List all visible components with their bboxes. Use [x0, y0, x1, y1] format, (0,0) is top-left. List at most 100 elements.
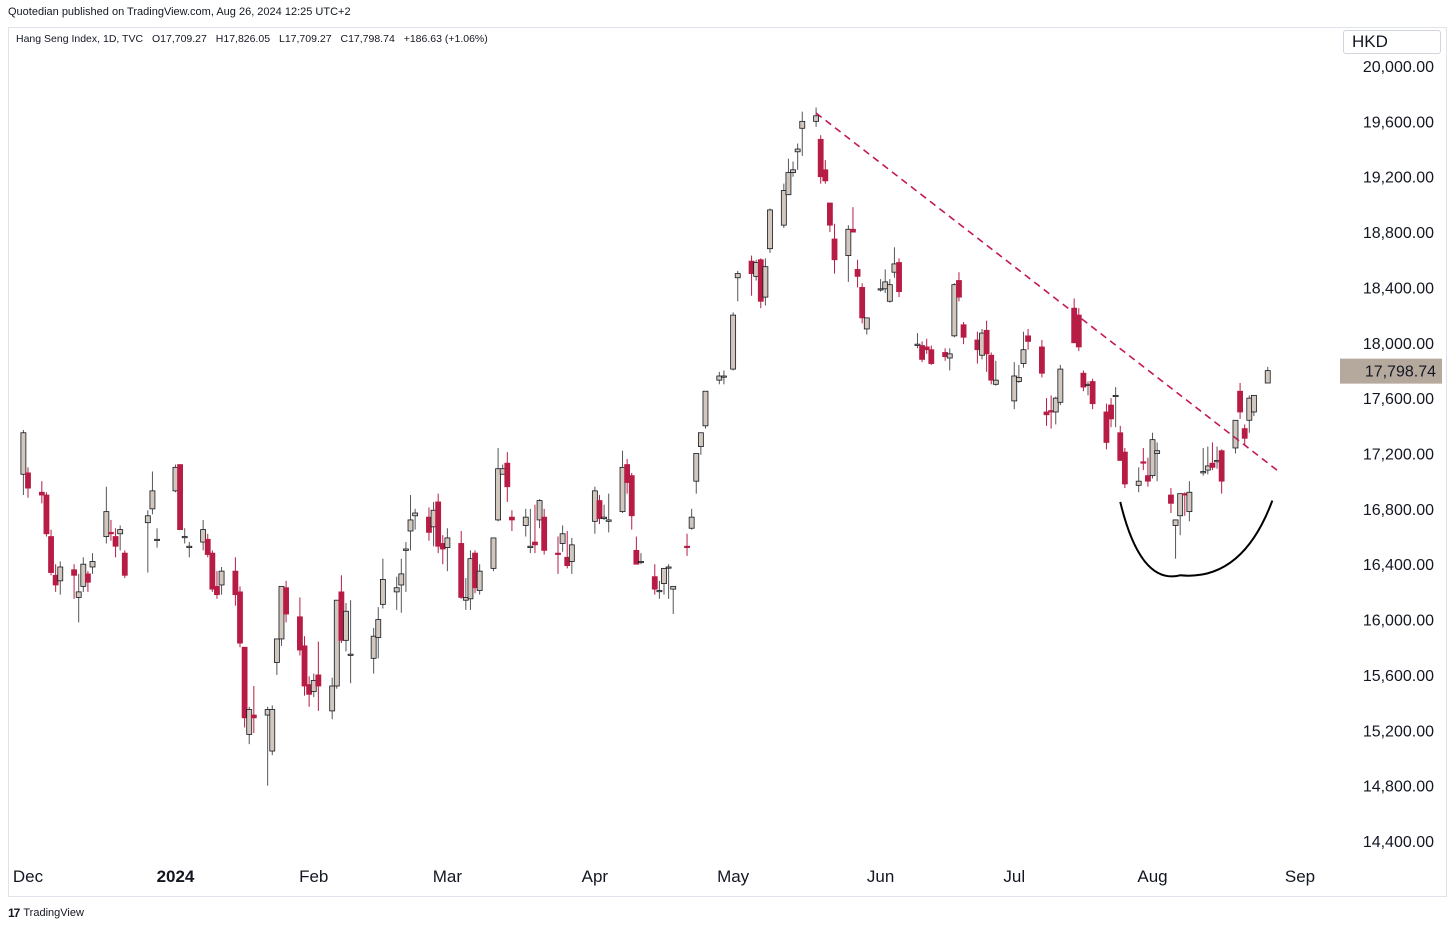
candle-body — [458, 543, 465, 598]
candle-body — [149, 490, 156, 510]
candle-body — [112, 536, 119, 547]
candle-body — [1232, 419, 1239, 449]
candle-body — [721, 375, 727, 378]
candle-body — [532, 541, 538, 546]
candle-body — [343, 610, 349, 641]
candle-body — [822, 169, 829, 182]
candle-body — [1200, 471, 1207, 474]
y-tick-label: 19,600.00 — [1363, 114, 1434, 131]
candle-body — [509, 516, 515, 521]
x-tick-label: Sep — [1285, 867, 1315, 886]
candle-body — [1241, 428, 1248, 439]
candle-body — [1080, 372, 1087, 388]
candle-body — [103, 511, 110, 537]
candle-body — [624, 464, 631, 483]
candle-body — [928, 349, 935, 364]
candle-body — [329, 685, 336, 712]
x-tick-label: Apr — [582, 867, 609, 886]
candle-body — [633, 549, 640, 565]
candle-body — [38, 491, 45, 496]
legend-open: O17,709.27 — [151, 33, 207, 45]
candle-body — [495, 468, 501, 521]
currency-button[interactable]: HKD — [1343, 30, 1441, 54]
candle-body — [1145, 475, 1151, 482]
candle-body — [527, 545, 534, 549]
candle-body — [877, 288, 884, 291]
downtrend-line — [815, 112, 1278, 471]
candle-body — [702, 390, 709, 427]
candle-body — [57, 566, 64, 582]
candle-body — [43, 494, 50, 535]
candle-body — [988, 354, 995, 381]
candle-body — [596, 500, 603, 519]
candle-body — [25, 472, 31, 489]
candle-body — [1209, 462, 1216, 468]
candle-body — [541, 516, 548, 551]
candle-body — [1237, 390, 1243, 413]
candle-body — [1112, 394, 1119, 397]
candle-body — [472, 552, 478, 589]
candle-body — [730, 314, 737, 370]
candle-body — [956, 280, 962, 298]
candle-body — [393, 587, 400, 593]
candle-body — [1103, 411, 1110, 443]
x-tick-label: Feb — [299, 867, 328, 886]
candle-body — [241, 646, 248, 719]
candle-body — [1075, 314, 1082, 348]
candle-body — [1154, 450, 1161, 454]
candle-body — [20, 432, 27, 475]
y-tick-label: 17,600.00 — [1363, 391, 1434, 408]
candle-body — [297, 616, 303, 651]
x-tick-label: Dec — [13, 867, 44, 886]
x-tick-label: Jul — [1003, 867, 1025, 886]
candle-body — [490, 537, 497, 569]
candle-body — [559, 533, 566, 544]
y-tick-label: 17,200.00 — [1363, 447, 1434, 464]
legend-close: C17,798.74 — [340, 33, 395, 45]
candle-body — [1204, 465, 1211, 471]
candle-body — [827, 202, 833, 226]
candle-body — [688, 516, 695, 529]
x-tick-label: 2024 — [157, 867, 195, 886]
candle-body — [1168, 494, 1174, 504]
candle-body — [946, 353, 953, 359]
candle-body — [1011, 375, 1018, 402]
candle-body — [273, 638, 280, 663]
candle-body — [250, 714, 257, 719]
candle-body — [896, 262, 902, 292]
symbol-legend: Hang Seng Index, 1D, TVC O17,709.27 H17,… — [16, 33, 494, 45]
candle-body — [845, 228, 852, 256]
last-price-tag — [1340, 358, 1442, 384]
candle-body — [1218, 450, 1225, 482]
candle-body — [117, 529, 124, 535]
candle-body — [177, 464, 183, 531]
candle-body — [1025, 335, 1031, 342]
candle-body — [48, 536, 54, 573]
last-price-label: 17,798.74 — [1365, 364, 1436, 381]
candle-body — [246, 709, 253, 735]
candle-body — [435, 501, 442, 547]
candle-body — [1020, 349, 1027, 364]
legend-high: H17,826.05 — [215, 33, 271, 45]
candle-body — [762, 266, 769, 298]
legend-low: L17,709.27 — [279, 33, 332, 45]
candle-body — [504, 462, 511, 488]
candle-body — [601, 516, 607, 519]
y-tick-label: 16,000.00 — [1363, 613, 1434, 630]
candle-body — [269, 709, 276, 752]
candle-body — [186, 545, 193, 549]
candle-body — [1135, 480, 1142, 486]
candle-body — [817, 138, 824, 178]
candle-body — [1052, 397, 1059, 413]
legend-change: +186.63 (+1.06%) — [403, 33, 488, 45]
candle-body — [863, 317, 870, 330]
candle-body — [283, 587, 289, 615]
tradingview-logo-icon: 17 — [8, 906, 20, 920]
candle-body — [522, 516, 529, 526]
candle-body — [237, 591, 243, 644]
tradingview-brand: 17 TradingView — [8, 906, 84, 920]
y-tick-label: 18,400.00 — [1363, 280, 1434, 297]
candle-body — [568, 544, 575, 562]
candle-body — [794, 148, 801, 153]
